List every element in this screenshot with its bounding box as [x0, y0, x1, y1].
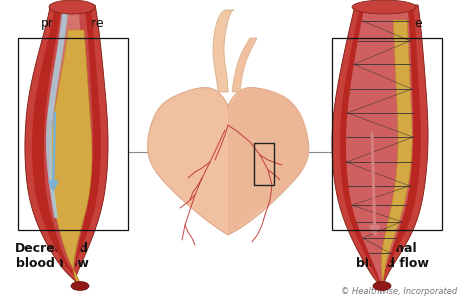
Polygon shape [48, 5, 82, 120]
Text: Before
procedure: Before procedure [41, 2, 105, 30]
Polygon shape [231, 38, 257, 92]
Ellipse shape [351, 0, 415, 14]
Text: After
procedure: After procedure [359, 2, 423, 30]
Polygon shape [32, 5, 101, 288]
Text: © Healthwise, Incorporated: © Healthwise, Incorporated [340, 287, 456, 296]
Polygon shape [46, 10, 68, 218]
Ellipse shape [372, 281, 390, 290]
Polygon shape [44, 5, 93, 288]
Bar [253, 143, 274, 185]
Ellipse shape [71, 281, 89, 290]
Polygon shape [331, 5, 427, 288]
Polygon shape [345, 5, 412, 288]
Polygon shape [381, 20, 411, 288]
Bar [18, 38, 128, 230]
Polygon shape [50, 30, 92, 288]
Polygon shape [213, 10, 234, 92]
Ellipse shape [49, 0, 95, 14]
Polygon shape [147, 88, 308, 235]
Polygon shape [25, 5, 108, 288]
Text: Normal
blood flow: Normal blood flow [355, 242, 427, 270]
Polygon shape [227, 88, 308, 235]
Polygon shape [339, 5, 420, 288]
Text: Decreased
blood flow: Decreased blood flow [15, 242, 89, 270]
Bar [331, 38, 441, 230]
